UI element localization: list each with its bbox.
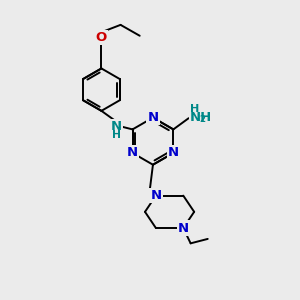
Text: H: H bbox=[112, 130, 121, 140]
Text: N: N bbox=[147, 111, 158, 124]
Text: N: N bbox=[178, 221, 189, 235]
Text: N: N bbox=[127, 146, 138, 159]
Text: H: H bbox=[190, 104, 200, 114]
Text: N: N bbox=[111, 120, 122, 133]
Text: N: N bbox=[168, 146, 179, 159]
Text: NH: NH bbox=[190, 110, 212, 124]
Text: N: N bbox=[150, 189, 161, 202]
Text: O: O bbox=[96, 31, 107, 44]
Text: 2: 2 bbox=[200, 116, 206, 124]
